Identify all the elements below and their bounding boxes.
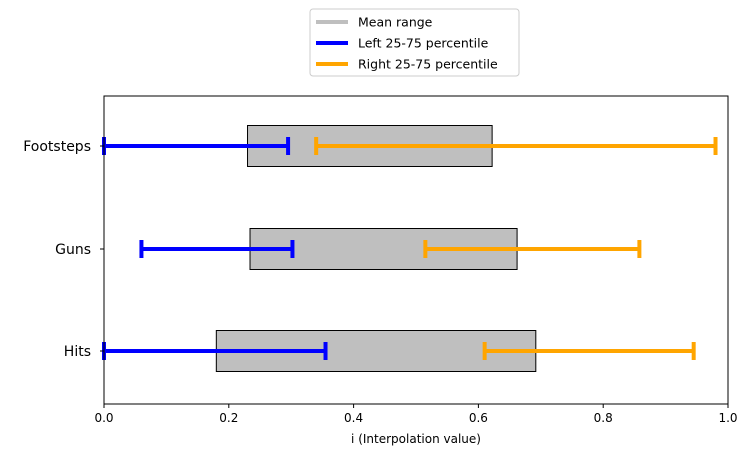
right-percentile-range-guns — [423, 240, 642, 258]
legend-label: Left 25-75 percentile — [358, 36, 489, 51]
legend: Mean range Left 25-75 percentile Right 25-… — [309, 8, 520, 77]
x-tick-label: 1.0 — [718, 411, 737, 425]
x-axis-label: i (Interpolation value) — [351, 432, 481, 446]
legend-entry-right-25-75-percentile: Right 25-75 percentile — [316, 57, 498, 72]
left-percentile-range-guns — [139, 240, 295, 258]
y-tick-label-guns: Guns — [55, 242, 91, 258]
legend-label: Mean range — [358, 15, 433, 30]
legend-entry-mean-range: Mean range — [316, 15, 433, 30]
x-tick-label: 0.6 — [469, 411, 488, 425]
plot-frame — [103, 95, 729, 405]
legend-label: Right 25-75 percentile — [358, 57, 498, 72]
x-tick-label: 0.0 — [94, 411, 113, 425]
legend-entries: Mean range Left 25-75 percentile Right 25-… — [316, 15, 498, 72]
x-tick-label: 0.8 — [594, 411, 613, 425]
legend-box — [309, 8, 520, 77]
right-percentile-range-hits — [482, 342, 696, 360]
y-axis: Footsteps Guns Hits — [23, 139, 104, 360]
y-tick-label-hits: Hits — [64, 344, 91, 360]
x-axis: 0.0 0.2 0.4 0.6 0.8 1.0 — [94, 404, 738, 425]
x-tick-label: 0.2 — [219, 411, 238, 425]
x-tick-label: 0.4 — [344, 411, 363, 425]
right-percentile-range-footsteps — [314, 137, 718, 155]
legend-entry-left-25-75-percentile: Left 25-75 percentile — [316, 36, 489, 51]
y-tick-label-footsteps: Footsteps — [23, 139, 91, 155]
